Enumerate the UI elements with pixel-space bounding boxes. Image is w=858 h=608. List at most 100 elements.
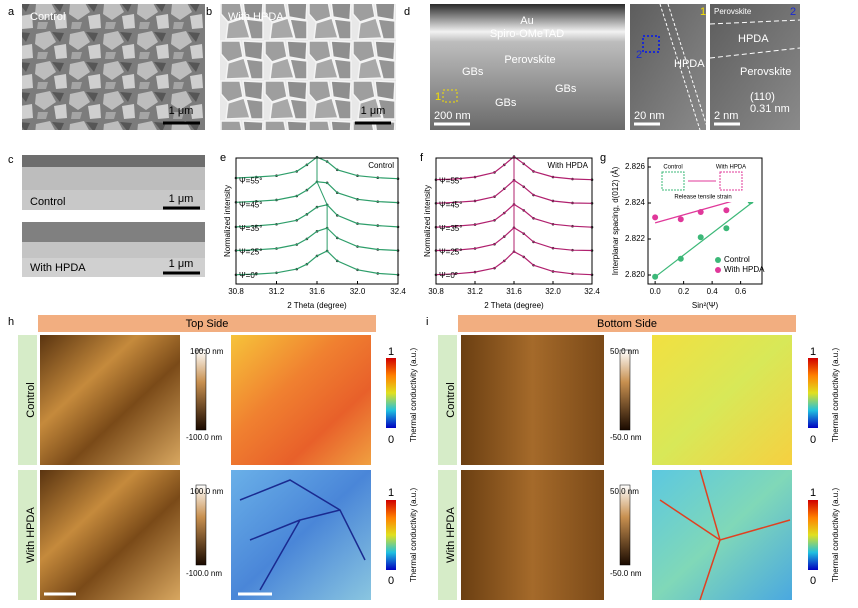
y-axis-label: Normalized intensity bbox=[223, 185, 232, 257]
x-tick-label: 31.2 bbox=[269, 287, 285, 296]
tem-image bbox=[710, 4, 800, 130]
caption: Control bbox=[30, 196, 65, 208]
inset-box bbox=[654, 162, 758, 202]
legend-label: Control bbox=[724, 255, 750, 264]
tem-label: Spiro-OMeTAD bbox=[490, 28, 564, 40]
x-axis-label: 2 Theta (degree) bbox=[484, 301, 544, 310]
header: Top Side bbox=[186, 318, 229, 330]
x-tick-label: 32.4 bbox=[390, 287, 406, 296]
layer bbox=[22, 258, 205, 277]
tem-image bbox=[430, 4, 625, 130]
marker-label: 1 bbox=[700, 6, 706, 18]
colorbar-label: -100.0 nm bbox=[186, 569, 222, 578]
y-axis-label: Interplanar spacing, d(012) (Å) bbox=[611, 166, 620, 275]
thermal-colorbar bbox=[386, 500, 396, 570]
caption: With HPDA bbox=[30, 262, 86, 274]
height-colorbar bbox=[195, 349, 207, 431]
row-label: Control bbox=[25, 382, 37, 417]
series-label: Ψ=45° bbox=[239, 200, 262, 209]
series-label: Ψ=0° bbox=[439, 271, 458, 280]
thermal-map bbox=[652, 335, 792, 465]
tem-label: HPDA bbox=[674, 58, 705, 70]
scale-label: 1 μm bbox=[169, 193, 194, 205]
tem-label: Perovskite bbox=[504, 54, 555, 66]
thermal-map bbox=[231, 335, 371, 465]
panel-label: i bbox=[426, 316, 428, 328]
scale-label: 1 μm bbox=[361, 105, 386, 117]
inset-label: Control bbox=[663, 165, 682, 171]
x-tick-label: 32.0 bbox=[350, 287, 366, 296]
panel-label: a bbox=[8, 6, 15, 18]
series-label: Ψ=55° bbox=[439, 177, 462, 186]
header-bar bbox=[38, 315, 376, 332]
panel-label: b bbox=[206, 6, 212, 18]
scale-label: 1 μm bbox=[169, 105, 194, 117]
x-tick-label: 31.2 bbox=[467, 287, 483, 296]
panel-label: e bbox=[220, 152, 226, 164]
tem-label: Perovskite bbox=[714, 7, 752, 16]
tem-label: 0.31 nm bbox=[750, 103, 790, 115]
afm-image bbox=[40, 335, 180, 465]
colorbar-title: Thermal conductivity (a.u.) bbox=[831, 348, 840, 443]
sem-image bbox=[220, 4, 396, 130]
zoom-box bbox=[642, 35, 660, 53]
row-label: With HPDA bbox=[445, 507, 457, 563]
tem-label: (110) bbox=[750, 91, 775, 103]
colorbar-title: Thermal conductivity (a.u.) bbox=[409, 488, 418, 583]
colorbar-label: 1 bbox=[388, 346, 394, 358]
data-point bbox=[697, 209, 704, 215]
height-colorbar bbox=[195, 484, 207, 566]
y-tick-label: 2.824 bbox=[625, 198, 646, 207]
spectrum-line bbox=[235, 250, 399, 276]
interface-line bbox=[659, 3, 709, 131]
series-label: Ψ=25° bbox=[439, 248, 462, 257]
layer bbox=[22, 155, 205, 167]
panel-label: g bbox=[600, 152, 606, 164]
plot-frame bbox=[435, 157, 593, 285]
scale-label: 200 nm bbox=[434, 110, 471, 122]
legend-label: With HPDA bbox=[724, 265, 765, 274]
afm-image bbox=[40, 470, 180, 600]
tem-label: GBs bbox=[462, 66, 484, 78]
y-tick-label: 2.822 bbox=[625, 234, 646, 243]
tem-label: GBs bbox=[495, 97, 517, 109]
data-point bbox=[723, 207, 730, 214]
height-colorbar bbox=[619, 484, 631, 566]
data-point bbox=[652, 273, 659, 280]
plot-frame bbox=[647, 157, 763, 285]
panel-label: h bbox=[8, 316, 14, 328]
data-point bbox=[723, 225, 730, 232]
inset-lattice bbox=[661, 171, 685, 191]
x-tick-label: 0.0 bbox=[650, 287, 662, 296]
data-point bbox=[697, 234, 704, 241]
panel-label: d bbox=[404, 6, 410, 18]
row-bar bbox=[438, 335, 457, 465]
scale-label: 2 nm bbox=[714, 110, 738, 122]
box-label: 2 bbox=[636, 49, 642, 61]
x-tick-label: 31.6 bbox=[506, 287, 522, 296]
inset-label: Release tensile strain bbox=[674, 195, 731, 201]
colorbar-title: Thermal conductivity (a.u.) bbox=[409, 348, 418, 443]
zoom-box bbox=[442, 89, 458, 103]
header-bar bbox=[458, 315, 796, 332]
layer bbox=[22, 190, 205, 210]
series-label: Ψ=25° bbox=[239, 248, 262, 257]
x-tick-label: 0.4 bbox=[707, 287, 719, 296]
colorbar-label: 100.0 nm bbox=[190, 347, 224, 356]
colorbar-label: 0 bbox=[388, 575, 394, 587]
peak-guide bbox=[316, 157, 328, 251]
legend-marker bbox=[715, 257, 721, 263]
marker-label: 2 bbox=[790, 6, 796, 18]
grain-boundary bbox=[659, 469, 791, 601]
sem-image bbox=[22, 4, 205, 130]
thermal-map bbox=[231, 470, 371, 600]
thermal-map bbox=[652, 470, 792, 600]
row-bar bbox=[18, 470, 37, 600]
colorbar-label: 100.0 nm bbox=[190, 487, 224, 496]
caption: With HPDA bbox=[228, 11, 284, 23]
inset-label: With HPDA bbox=[716, 165, 746, 171]
x-tick-label: 32.0 bbox=[545, 287, 561, 296]
box-label: 1 bbox=[435, 91, 441, 103]
colorbar-label: 50.0 nm bbox=[610, 487, 639, 496]
